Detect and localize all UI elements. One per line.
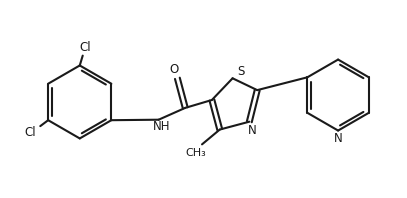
Text: N: N	[334, 132, 342, 145]
Text: O: O	[170, 63, 179, 76]
Text: S: S	[237, 65, 244, 78]
Text: NH: NH	[153, 120, 171, 133]
Text: Cl: Cl	[24, 126, 36, 139]
Text: Cl: Cl	[79, 41, 90, 54]
Text: CH₃: CH₃	[186, 148, 206, 158]
Text: N: N	[248, 124, 257, 137]
